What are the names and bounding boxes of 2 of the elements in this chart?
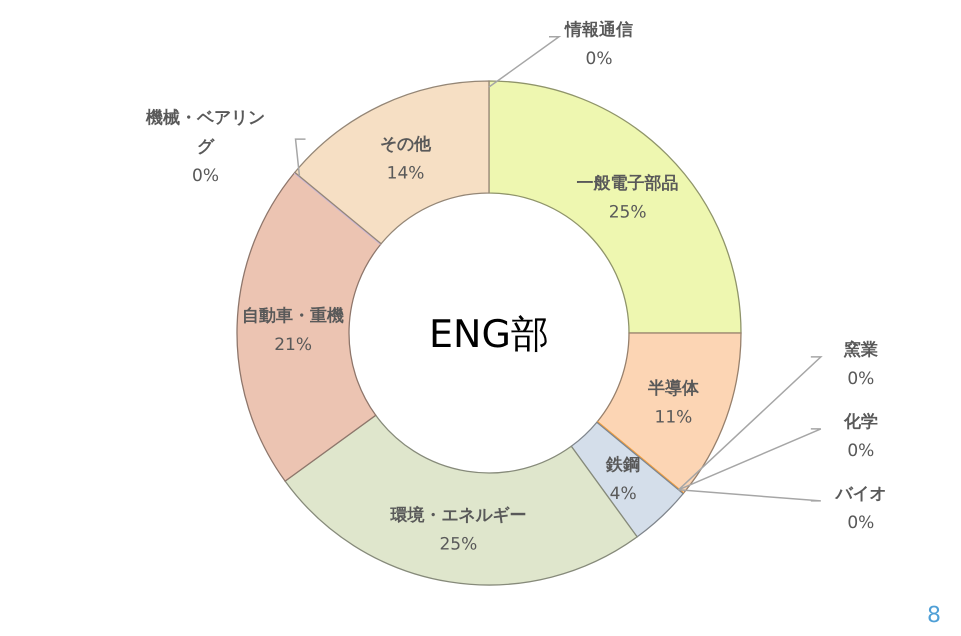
title: ENG部 <box>429 312 549 356</box>
annotation: 8 <box>927 603 941 628</box>
